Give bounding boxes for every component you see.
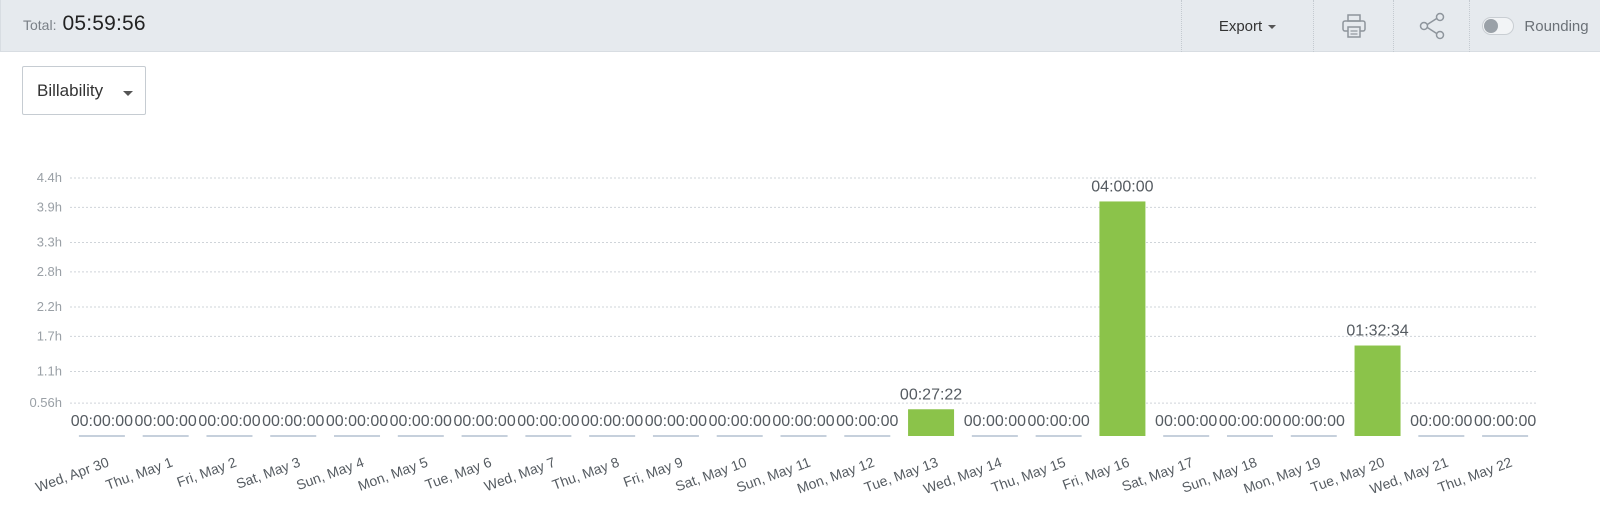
data-label: 00:00:00 (709, 413, 771, 430)
bar (589, 435, 636, 437)
rounding-toggle[interactable] (1482, 17, 1515, 35)
dropdown-selected-value: Billability (37, 80, 104, 100)
data-label: 00:00:00 (71, 413, 133, 430)
billability-bar-chart: 0.56h 1.1h 1.7h 2.2h 2.8h 3.3h 3.9h 4.4h 00:00:0… (29, 170, 1537, 497)
data-label: 00:00:00 (964, 413, 1026, 430)
report-toolbar: Total: 05:59:56 Export Rounding (0, 0, 1600, 52)
data-label: 00:00:00 (1155, 413, 1217, 430)
bar (1226, 435, 1273, 437)
print-button[interactable] (1313, 0, 1393, 52)
export-label: Export (1218, 17, 1263, 35)
data-label: 00:00:00 (1474, 413, 1536, 430)
bar (397, 435, 444, 437)
bar (142, 435, 189, 437)
data-label: 00:00:00 (645, 413, 707, 430)
export-button[interactable]: Export (1181, 0, 1313, 52)
printer-icon (1341, 14, 1366, 38)
data-label: 01:32:34 (1346, 323, 1408, 340)
data-label: 00:00:00 (581, 413, 643, 430)
bar (908, 409, 955, 436)
x-tick-label: Fri, May 16 (1060, 454, 1131, 493)
bar (525, 435, 572, 437)
chevron-down-icon (123, 91, 133, 96)
data-label: 00:27:22 (900, 386, 962, 403)
data-label: 04:00:00 (1091, 178, 1153, 195)
data-label: 00:00:00 (453, 413, 515, 430)
data-label: 00:00:00 (135, 413, 197, 430)
x-tick-label: Wed, May 7 (482, 454, 558, 495)
bar (652, 435, 699, 437)
bar (270, 435, 317, 437)
y-tick-label: 1.7h (37, 328, 62, 343)
bar (1163, 435, 1210, 437)
total-summary: Total: 05:59:56 (23, 12, 146, 36)
total-label: Total: (23, 17, 57, 33)
y-tick-label: 3.3h (37, 235, 62, 250)
bar (1482, 435, 1529, 437)
bar (78, 435, 125, 437)
x-tick-label: Sat, May 3 (234, 454, 303, 492)
bar (1035, 435, 1082, 437)
data-label: 00:00:00 (836, 413, 898, 430)
bar (334, 435, 381, 437)
x-tick-label: Sun, May 4 (294, 454, 366, 493)
bar (780, 435, 827, 437)
data-label: 00:00:00 (517, 413, 579, 430)
bar (1290, 435, 1337, 437)
rounding-label: Rounding (1524, 17, 1589, 35)
share-button[interactable] (1393, 0, 1469, 52)
y-tick-label: 2.8h (37, 264, 62, 279)
data-label: 00:00:00 (1410, 413, 1472, 430)
share-icon (1419, 12, 1444, 40)
bar (1418, 435, 1465, 437)
x-tick-label: Thu, May 8 (550, 454, 621, 493)
data-label: 00:00:00 (772, 413, 834, 430)
y-tick-label: 0.56h (29, 395, 62, 410)
x-tick-label: Thu, May 22 (1436, 454, 1515, 496)
data-label: 00:00:00 (1027, 413, 1089, 430)
x-tick-label: Fri, May 2 (175, 454, 239, 490)
data-label: 00:00:00 (1219, 413, 1281, 430)
x-tick-label: Thu, May 15 (989, 454, 1068, 496)
bar (844, 435, 891, 437)
data-label: 00:00:00 (1283, 413, 1345, 430)
data-label: 00:00:00 (262, 413, 324, 430)
billability-dropdown[interactable]: Billability (22, 66, 146, 115)
bar (1099, 201, 1146, 436)
bar (716, 435, 763, 437)
y-tick-label: 4.4h (37, 170, 62, 185)
y-tick-label: 1.1h (37, 364, 62, 379)
y-tick-label: 2.2h (37, 299, 62, 314)
y-tick-label: 3.9h (37, 199, 62, 214)
bar (971, 435, 1018, 437)
x-tick-label: Wed, Apr 30 (33, 454, 111, 495)
total-value: 05:59:56 (62, 12, 146, 35)
bar (461, 435, 508, 437)
bar (206, 435, 253, 437)
data-label: 00:00:00 (198, 413, 260, 430)
data-label: 00:00:00 (326, 413, 388, 430)
chevron-down-icon (1268, 25, 1277, 29)
x-tick-label: Tue, May 6 (423, 454, 494, 493)
x-tick-label: Thu, May 1 (103, 454, 174, 493)
toggle-knob (1484, 19, 1499, 33)
rounding-control: Rounding (1469, 0, 1601, 52)
data-label: 00:00:00 (390, 413, 452, 430)
bar (1354, 345, 1401, 436)
x-tick-label: Mon, May 5 (356, 454, 430, 494)
